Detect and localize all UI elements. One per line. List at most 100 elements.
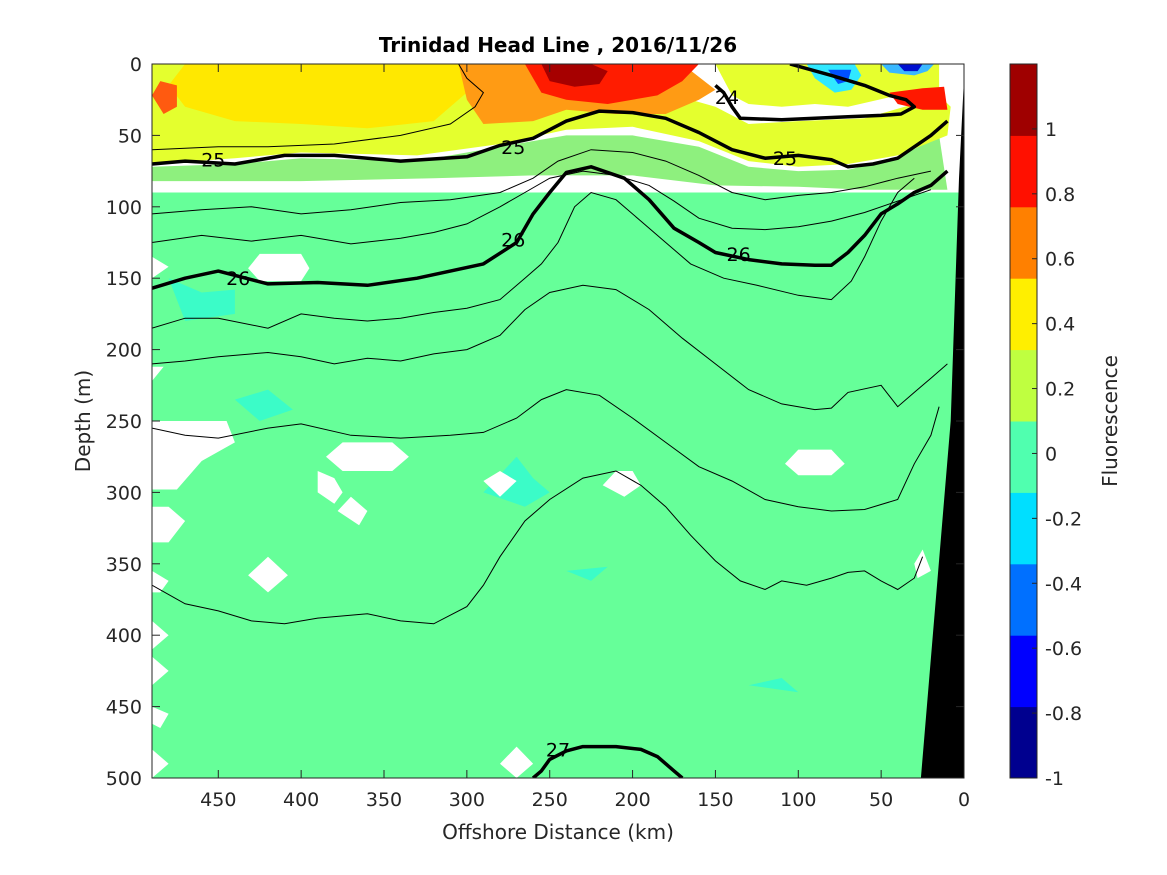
y-tick-label: 100: [106, 197, 142, 219]
chart-title: Trinidad Head Line , 2016/11/26: [379, 33, 737, 57]
colorbar-label: Fluorescence: [1098, 355, 1122, 487]
missing-data-patch: [152, 706, 169, 728]
density-contour-27: [531, 744, 684, 778]
fluorescence-region: [152, 135, 948, 190]
fluorescence-region: [897, 64, 923, 72]
x-tick-label: 50: [869, 789, 893, 811]
x-tick-label: 300: [449, 789, 485, 811]
colorbar-segment: [1010, 278, 1037, 351]
fluorescence-region: [168, 64, 476, 129]
contour-label: 26: [501, 230, 525, 252]
colorbar-segment: [1010, 706, 1037, 779]
fluorescence-region: [566, 566, 608, 581]
colorbar-tick-label: -0.4: [1045, 573, 1082, 595]
y-tick-label: 250: [106, 411, 142, 433]
x-axis: 450 400 350 300 250 200 150 100 50 0: [200, 64, 970, 811]
missing-data-layer: [152, 253, 931, 778]
thin-contour: [152, 284, 948, 411]
seafloor-mask: [920, 78, 964, 778]
missing-data-patch: [337, 496, 368, 526]
y-tick-label: 450: [106, 697, 142, 719]
density-contour-24: [714, 64, 917, 122]
missing-data-patch: [500, 746, 534, 778]
fluorescence-region: [748, 678, 799, 693]
y-tick-label: 0: [130, 54, 142, 76]
missing-data-patch: [152, 366, 164, 381]
x-tick-label: 400: [283, 789, 319, 811]
plot-area: 25 25 25 24 26 26 26 27: [151, 63, 965, 779]
fluorescence-region: [152, 81, 177, 114]
contour-label: 27: [546, 739, 570, 761]
missing-data-patch: [152, 506, 186, 543]
contour-label: 25: [201, 150, 225, 172]
x-tick-label: 350: [366, 789, 402, 811]
missing-data-patch: [785, 449, 845, 476]
colorbar-tick-label: 0.8: [1045, 184, 1075, 206]
density-contour-25: [152, 109, 949, 169]
thin-contour: [152, 64, 485, 151]
bathymetry-layer: [920, 78, 964, 778]
y-tick-label: 500: [106, 768, 142, 790]
y-tick-label: 300: [106, 482, 142, 504]
x-tick-label: 150: [697, 789, 733, 811]
thin-contour: [152, 470, 924, 625]
contour-label: 26: [226, 268, 250, 290]
x-tick-label: 100: [780, 789, 816, 811]
thin-contour: [152, 170, 932, 245]
x-tick-label: 250: [532, 789, 568, 811]
missing-data-patch: [248, 556, 288, 593]
x-axis-label: Offshore Distance (km): [442, 820, 674, 844]
fluorescence-fill-layer: [152, 64, 964, 778]
y-tick-label: 50: [118, 125, 142, 147]
colorbar-tick-label: 0.2: [1045, 379, 1075, 401]
colorbar-tick-label: 0: [1045, 443, 1057, 465]
missing-data-patch: [326, 442, 409, 471]
colorbar-tick-label: -1: [1045, 768, 1064, 790]
contour-label-layer: 25 25 25 24 26 26 26 27: [201, 87, 797, 762]
colorbar-segment: [1010, 64, 1037, 136]
fluorescence-region: [234, 389, 293, 421]
colorbar-segment: [1010, 421, 1037, 493]
density-contour-layer: [152, 64, 949, 778]
y-tick-label: 150: [106, 268, 142, 290]
contour-label: 25: [501, 137, 525, 159]
thin-contour: [152, 389, 940, 512]
missing-data-patch: [152, 256, 169, 279]
thin-contour: [152, 177, 915, 329]
y-tick-label: 400: [106, 625, 142, 647]
colorbar-tick-label: 1: [1045, 119, 1057, 141]
x-tick-label: 0: [958, 789, 970, 811]
fluorescence-region: [152, 192, 964, 778]
contour-label: 24: [715, 87, 739, 109]
missing-data-patch: [152, 620, 169, 650]
y-axis-label: Depth (m): [71, 370, 95, 472]
density-contour-26: [152, 165, 949, 290]
missing-data-patch: [914, 549, 931, 579]
fluorescence-region: [889, 86, 948, 110]
colorbar-segment: [1010, 492, 1037, 565]
contour-label: 26: [727, 244, 751, 266]
colorbar-frame: [1009, 63, 1038, 779]
missing-data-patch: [152, 656, 169, 686]
colorbar-segment: [1010, 206, 1037, 279]
missing-data-patch: [317, 471, 343, 504]
colorbar-tick-label: -0.2: [1045, 508, 1082, 530]
colorbar-segment: [1010, 349, 1037, 422]
thin-contour: [152, 149, 932, 215]
x-tick-label: 200: [614, 789, 650, 811]
x-tick-label: 450: [200, 789, 236, 811]
colorbar-tick-label: -0.8: [1045, 703, 1082, 725]
colorbar-tick-label: 0.6: [1045, 249, 1075, 271]
missing-data-patch: [483, 471, 517, 497]
colorbar-segment: [1010, 135, 1037, 208]
y-axis: 0 50 100 150 200 250 300 350 400 450 500: [106, 54, 964, 790]
colorbar-tick-label: -0.6: [1045, 638, 1082, 660]
missing-data-patch: [152, 749, 169, 778]
fluorescence-region: [541, 64, 608, 87]
colorbar-tick-label: 0.4: [1045, 314, 1075, 336]
colorbar-segment: [1010, 563, 1037, 636]
missing-data-patch: [602, 471, 641, 497]
missing-data-patch: [248, 253, 310, 282]
contour-label: 25: [773, 148, 797, 170]
